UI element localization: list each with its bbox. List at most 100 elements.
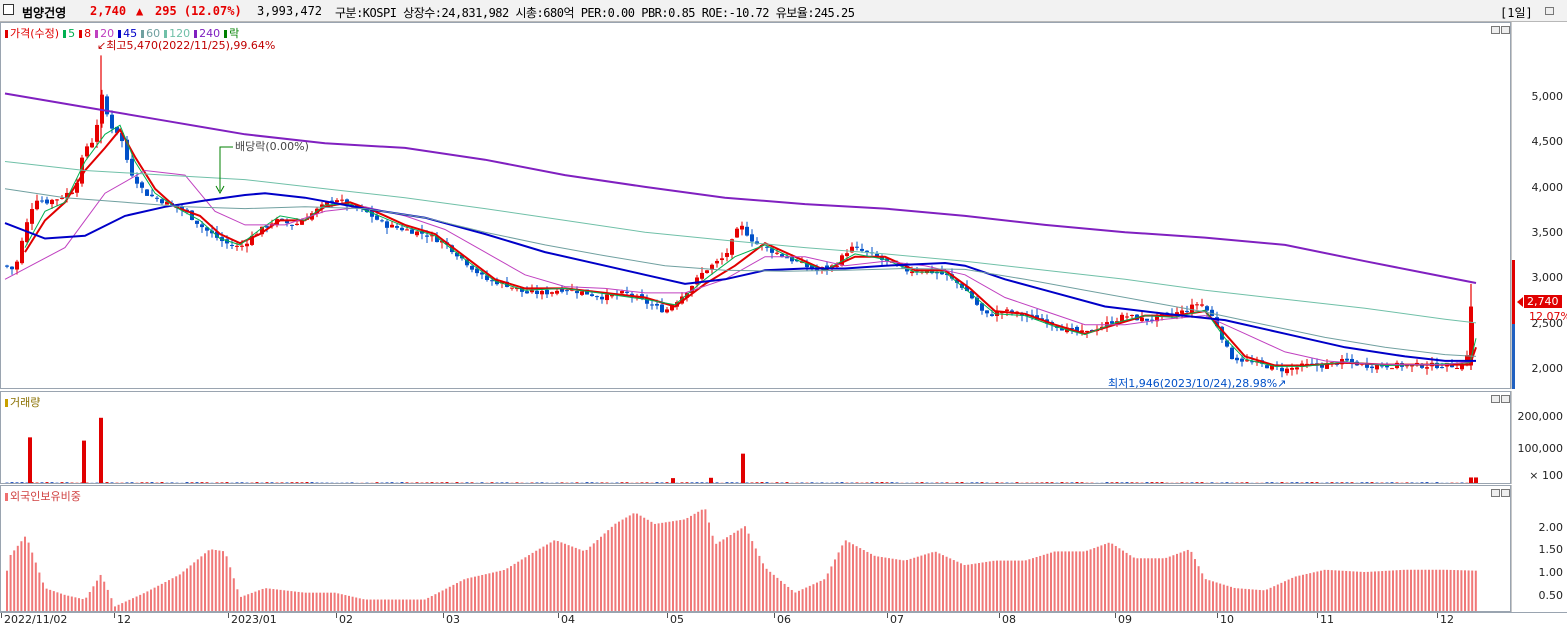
volume-bar bbox=[820, 482, 824, 483]
foreign-bar bbox=[538, 548, 541, 611]
date-tick: 2022/11/02 bbox=[4, 613, 68, 626]
foreign-bar bbox=[445, 588, 448, 611]
foreign-bar bbox=[1388, 570, 1391, 611]
checkbox[interactable] bbox=[3, 4, 14, 15]
foreign-legend: 외국인보유비중 bbox=[5, 488, 81, 504]
foreign-bar bbox=[322, 592, 325, 611]
foreign-bar bbox=[715, 543, 718, 611]
foreign-ratio-chart[interactable] bbox=[1, 486, 1512, 613]
volume-bar bbox=[1150, 482, 1154, 483]
candle-body bbox=[975, 297, 979, 305]
foreign-bar bbox=[135, 596, 138, 611]
foreign-bar bbox=[877, 556, 880, 611]
candle-body bbox=[730, 239, 734, 255]
foreign-bar bbox=[175, 576, 178, 611]
volume-chart[interactable] bbox=[1, 392, 1512, 485]
panel-minimize-icon[interactable] bbox=[1491, 26, 1500, 34]
candle-body bbox=[105, 96, 109, 115]
foreign-bar bbox=[967, 564, 970, 611]
date-tick: 2023/01 bbox=[231, 613, 277, 626]
foreign-bar bbox=[664, 522, 667, 611]
foreign-bar bbox=[898, 559, 901, 611]
volume-bar bbox=[40, 482, 44, 483]
panel-close-icon[interactable] bbox=[1501, 26, 1510, 34]
foreign-bar bbox=[1107, 542, 1110, 611]
foreign-bar bbox=[405, 599, 408, 611]
date-tick: 07 bbox=[890, 613, 904, 626]
foreign-bar bbox=[56, 592, 59, 611]
foreign-bar bbox=[816, 582, 818, 611]
foreign-bar bbox=[200, 556, 203, 611]
panel-close-icon[interactable] bbox=[1501, 395, 1510, 403]
candle-body bbox=[745, 226, 749, 236]
volume-bar bbox=[620, 482, 624, 483]
candle-body bbox=[980, 303, 984, 311]
candle-body bbox=[910, 271, 914, 274]
candle-body bbox=[240, 245, 244, 247]
price-chart[interactable]: ↙최고5,470(2022/11/25),99.64% 배당락(0.00%) 최저1… bbox=[1, 23, 1512, 390]
foreign-bar bbox=[1345, 570, 1348, 611]
candle-body bbox=[70, 192, 74, 194]
foreign-bar bbox=[474, 576, 476, 611]
foreign-bar bbox=[1050, 552, 1052, 611]
volume-bar bbox=[220, 482, 224, 483]
candle-body bbox=[685, 293, 689, 298]
foreign-bar bbox=[1093, 548, 1096, 611]
date-tick-mark bbox=[114, 613, 115, 618]
volume-bar bbox=[1370, 482, 1374, 483]
candle-body bbox=[210, 230, 214, 234]
window-icon[interactable] bbox=[1545, 7, 1554, 15]
foreign-bar bbox=[819, 580, 822, 611]
candle-body bbox=[400, 227, 404, 231]
candle-body bbox=[1030, 314, 1034, 316]
candle-body bbox=[5, 265, 9, 267]
candle-body bbox=[565, 290, 569, 292]
price-tick: 3,500 bbox=[1531, 226, 1564, 239]
foreign-bar bbox=[513, 563, 516, 611]
volume-bar bbox=[300, 482, 304, 483]
candle-body bbox=[705, 270, 709, 274]
panel-minimize-icon[interactable] bbox=[1491, 395, 1500, 403]
foreign-bar bbox=[1219, 583, 1222, 611]
candle-body bbox=[230, 244, 234, 246]
foreign-bar bbox=[992, 560, 995, 611]
foreign-bar bbox=[366, 599, 368, 611]
foreign-bar bbox=[103, 581, 106, 611]
foreign-bar bbox=[1186, 549, 1189, 611]
foreign-bar bbox=[1460, 570, 1463, 611]
panel-minimize-icon[interactable] bbox=[1491, 489, 1500, 497]
candle-body bbox=[785, 257, 789, 259]
foreign-bar bbox=[927, 553, 930, 611]
candle-body bbox=[665, 309, 669, 313]
volume-bar bbox=[1410, 482, 1414, 483]
foreign-bar bbox=[283, 590, 286, 611]
volume-bar bbox=[715, 482, 719, 483]
volume-bar bbox=[1335, 482, 1339, 483]
period-button[interactable]: [1일] bbox=[1500, 6, 1533, 20]
foreign-bar bbox=[1078, 551, 1081, 611]
volume-bar bbox=[680, 482, 684, 483]
panel-close-icon[interactable] bbox=[1501, 489, 1510, 497]
foreign-bar bbox=[416, 599, 419, 611]
date-axis: 2022/11/02 12 2023/01 02 03 04 05 06 07 08 09 10 11 1… bbox=[0, 612, 1567, 630]
foreign-bar bbox=[456, 583, 458, 611]
foreign-bar bbox=[326, 592, 329, 611]
foreign-bar bbox=[1280, 582, 1283, 611]
candle-body bbox=[825, 265, 829, 269]
ma-line-45 bbox=[4, 192, 1476, 362]
foreign-bar bbox=[106, 589, 109, 611]
foreign-bar bbox=[988, 561, 991, 611]
foreign-bar bbox=[1474, 570, 1477, 611]
volume-bar bbox=[1325, 482, 1329, 483]
candle-body bbox=[850, 246, 854, 253]
candle-body bbox=[410, 229, 414, 234]
foreign-bar bbox=[250, 592, 253, 611]
volume-bar bbox=[645, 482, 649, 483]
foreign-bar bbox=[20, 541, 23, 611]
candle-body bbox=[885, 258, 889, 261]
foreign-bar bbox=[1165, 557, 1168, 611]
foreign-bar bbox=[1143, 558, 1146, 611]
candle-body bbox=[75, 182, 79, 193]
foreign-bar bbox=[618, 521, 620, 611]
foreign-bar bbox=[70, 596, 73, 611]
